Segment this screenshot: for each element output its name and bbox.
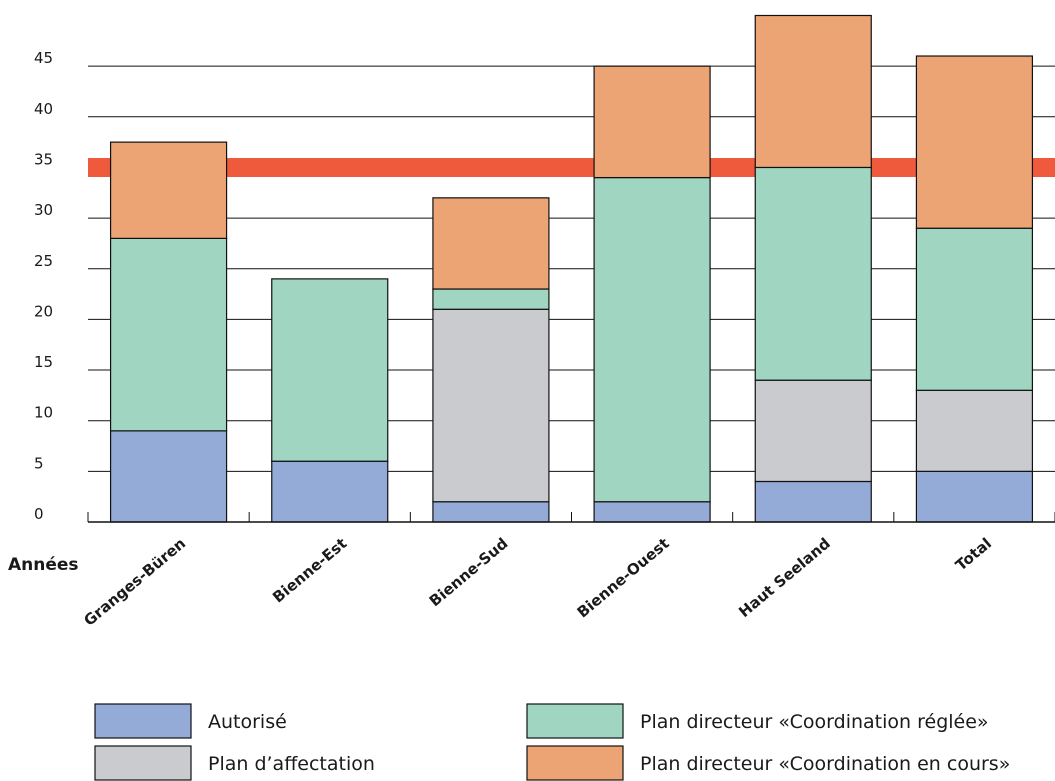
x-axis bbox=[87, 512, 1055, 523]
bar-segment bbox=[432, 288, 550, 310]
bar-segment bbox=[915, 470, 1034, 523]
bar-segment bbox=[593, 65, 711, 179]
legend-swatch bbox=[94, 703, 192, 739]
y-tick-label: 45 bbox=[34, 49, 53, 67]
category-label: Bienne-Sud bbox=[426, 534, 512, 610]
legend-label: Autorisé bbox=[208, 711, 287, 733]
legend-label: Plan d’affectation bbox=[208, 753, 375, 775]
bar-segment bbox=[754, 14, 872, 169]
bar-segment bbox=[109, 430, 228, 523]
bar-segment bbox=[432, 308, 550, 503]
category-labels: Granges-Büren Bienne-Est Bienne-Sud Bienne-… bbox=[80, 534, 995, 629]
bar-segment bbox=[593, 176, 711, 503]
y-tick-label: 15 bbox=[34, 353, 53, 371]
category-label: Bienne-Ouest bbox=[574, 534, 673, 621]
y-tick-label: 25 bbox=[34, 252, 53, 270]
bar-segment bbox=[754, 379, 872, 483]
y-tick-labels: 0 5 10 15 20 25 30 35 40 45 bbox=[34, 49, 53, 523]
legend-swatch bbox=[94, 745, 192, 781]
legend-label: Plan directeur «Coordination en cours» bbox=[640, 753, 1010, 775]
y-tick-label: 35 bbox=[34, 150, 53, 168]
bar-segment bbox=[915, 55, 1034, 229]
bar-segment bbox=[271, 278, 389, 462]
bar-segment bbox=[915, 227, 1034, 391]
legend-label: Plan directeur «Coordination réglée» bbox=[640, 711, 989, 733]
bar-segment bbox=[109, 141, 228, 239]
y-tick-label: 40 bbox=[34, 100, 53, 118]
category-label: Granges-Büren bbox=[80, 534, 189, 629]
category-label: Haut Seeland bbox=[735, 534, 834, 621]
bar-segment bbox=[109, 237, 228, 432]
y-tick-label: 30 bbox=[34, 201, 53, 219]
category-label: Bienne-Est bbox=[269, 534, 350, 606]
bar-segment bbox=[754, 166, 872, 381]
category-label: Total bbox=[952, 534, 995, 574]
legend-swatch bbox=[526, 745, 624, 781]
bars bbox=[109, 14, 1034, 523]
y-axis-label: Années bbox=[8, 555, 79, 575]
y-tick-label: 5 bbox=[34, 454, 44, 472]
bar-segment bbox=[915, 389, 1034, 472]
bar-segment bbox=[432, 197, 550, 290]
bar-segment bbox=[432, 501, 550, 523]
legend-swatch bbox=[526, 703, 624, 739]
bar-segment bbox=[593, 501, 711, 523]
legend: Autorisé Plan d’affectation Plan directeur… bbox=[94, 703, 1010, 781]
y-tick-label: 0 bbox=[34, 505, 44, 523]
y-tick-label: 20 bbox=[34, 302, 53, 320]
gridlines bbox=[88, 65, 1055, 472]
bar-segment bbox=[754, 480, 872, 523]
y-tick-label: 10 bbox=[34, 404, 53, 422]
bar-segment bbox=[271, 460, 389, 523]
